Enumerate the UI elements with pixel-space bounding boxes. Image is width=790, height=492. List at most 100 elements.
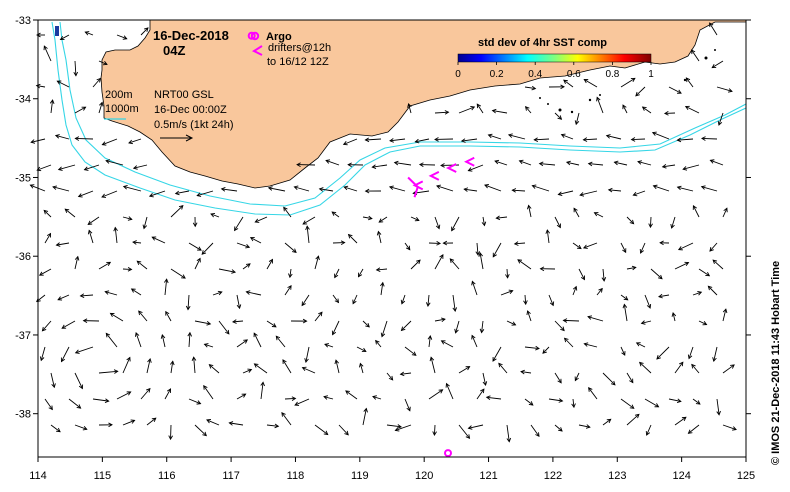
current-arrow xyxy=(266,258,273,270)
current-arrow xyxy=(242,263,251,270)
current-arrow xyxy=(400,294,406,305)
current-arrow xyxy=(43,209,52,218)
current-arrow xyxy=(530,424,540,438)
current-arrow xyxy=(164,388,172,400)
lat-tick-label: -33 xyxy=(15,15,31,27)
current-arrow xyxy=(36,164,52,172)
current-arrow xyxy=(347,233,358,244)
current-arrow xyxy=(394,424,412,432)
current-arrow xyxy=(520,369,532,375)
current-arrow xyxy=(364,137,382,143)
current-arrow xyxy=(523,294,528,306)
current-arrow xyxy=(194,320,212,326)
current-arrow xyxy=(359,362,364,374)
current-arrow xyxy=(626,265,637,271)
current-arrow xyxy=(722,424,737,431)
current-arrow xyxy=(709,242,718,252)
drifter-legend-icon xyxy=(251,45,263,56)
current-arrow xyxy=(407,103,412,114)
current-arrow xyxy=(404,346,417,356)
current-arrow xyxy=(526,310,532,322)
current-arrow xyxy=(236,393,247,400)
current-arrow xyxy=(74,372,84,390)
current-arrow xyxy=(98,261,112,270)
isobath-200m xyxy=(51,21,747,216)
current-arrow xyxy=(492,346,502,362)
current-arrow xyxy=(358,268,364,278)
current-arrow xyxy=(234,216,244,232)
current-arrow xyxy=(399,371,412,377)
current-arrow xyxy=(548,294,555,307)
current-arrow xyxy=(136,260,148,270)
current-arrow xyxy=(476,103,484,114)
current-arrow xyxy=(471,280,478,296)
current-arrow xyxy=(602,418,612,426)
current-arrow xyxy=(596,287,603,296)
current-arrow xyxy=(334,268,340,279)
colorbar-title: std dev of 4hr SST comp xyxy=(478,37,607,49)
current-arrow xyxy=(325,159,340,166)
current-arrow xyxy=(491,108,508,114)
current-arrow xyxy=(425,294,431,307)
current-arrow xyxy=(663,111,676,116)
current-arrow xyxy=(314,311,323,322)
current-arrow xyxy=(39,346,46,362)
colorbar-tick-label: 1 xyxy=(648,69,654,80)
sst-patch xyxy=(55,26,59,36)
current-arrow xyxy=(434,110,450,115)
current-arrow xyxy=(482,372,488,386)
current-arrow xyxy=(130,288,142,296)
scale-label: 0.5m/s (1kt 24h) xyxy=(154,119,233,131)
current-arrow xyxy=(674,416,687,426)
current-arrow xyxy=(440,340,454,348)
current-arrow xyxy=(44,232,52,244)
current-arrow xyxy=(282,359,292,374)
current-arrow xyxy=(511,188,526,193)
current-arrow xyxy=(538,161,556,167)
current-arrow xyxy=(632,190,646,197)
current-arrow xyxy=(452,294,458,313)
current-arrow xyxy=(428,241,441,246)
current-arrow xyxy=(578,424,591,429)
argo-floats xyxy=(247,31,452,458)
current-arrow xyxy=(334,359,340,374)
current-arrow xyxy=(174,190,190,196)
current-arrow xyxy=(352,294,358,305)
current-arrow xyxy=(682,164,700,171)
current-arrow xyxy=(698,268,711,277)
current-arrow xyxy=(563,79,574,88)
current-arrow xyxy=(57,164,76,171)
current-arrow xyxy=(656,346,670,360)
current-arrow xyxy=(343,185,358,192)
current-arrow xyxy=(375,339,382,348)
drifter-tracks xyxy=(407,156,475,198)
current-arrow xyxy=(305,225,310,244)
current-arrow xyxy=(253,363,268,374)
current-arrow xyxy=(122,216,133,221)
current-arrow xyxy=(194,424,207,437)
current-arrow xyxy=(134,332,142,348)
current-arrow xyxy=(254,216,268,223)
current-arrow xyxy=(245,290,262,296)
current-arrow xyxy=(296,162,316,167)
current-arrow xyxy=(687,424,700,434)
current-arrow xyxy=(626,372,634,384)
current-arrow xyxy=(301,366,316,374)
lat-axis: -33 -34 -35 -36 -37 -38 xyxy=(15,15,751,421)
current-arrow xyxy=(659,240,670,246)
current-arrow xyxy=(414,138,430,144)
current-arrow xyxy=(565,160,580,166)
current-arrow xyxy=(410,259,421,270)
current-arrow xyxy=(645,424,652,436)
current-arrow xyxy=(458,366,471,374)
current-arrow xyxy=(188,242,202,251)
current-arrow xyxy=(362,407,368,426)
current-arrow xyxy=(463,187,478,192)
current-arrow xyxy=(578,268,586,281)
current-arrow xyxy=(356,346,367,353)
current-arrow xyxy=(613,160,628,166)
current-arrow xyxy=(476,388,485,400)
current-arrow xyxy=(454,320,460,334)
current-arrow xyxy=(711,60,724,69)
current-arrow xyxy=(641,106,652,114)
